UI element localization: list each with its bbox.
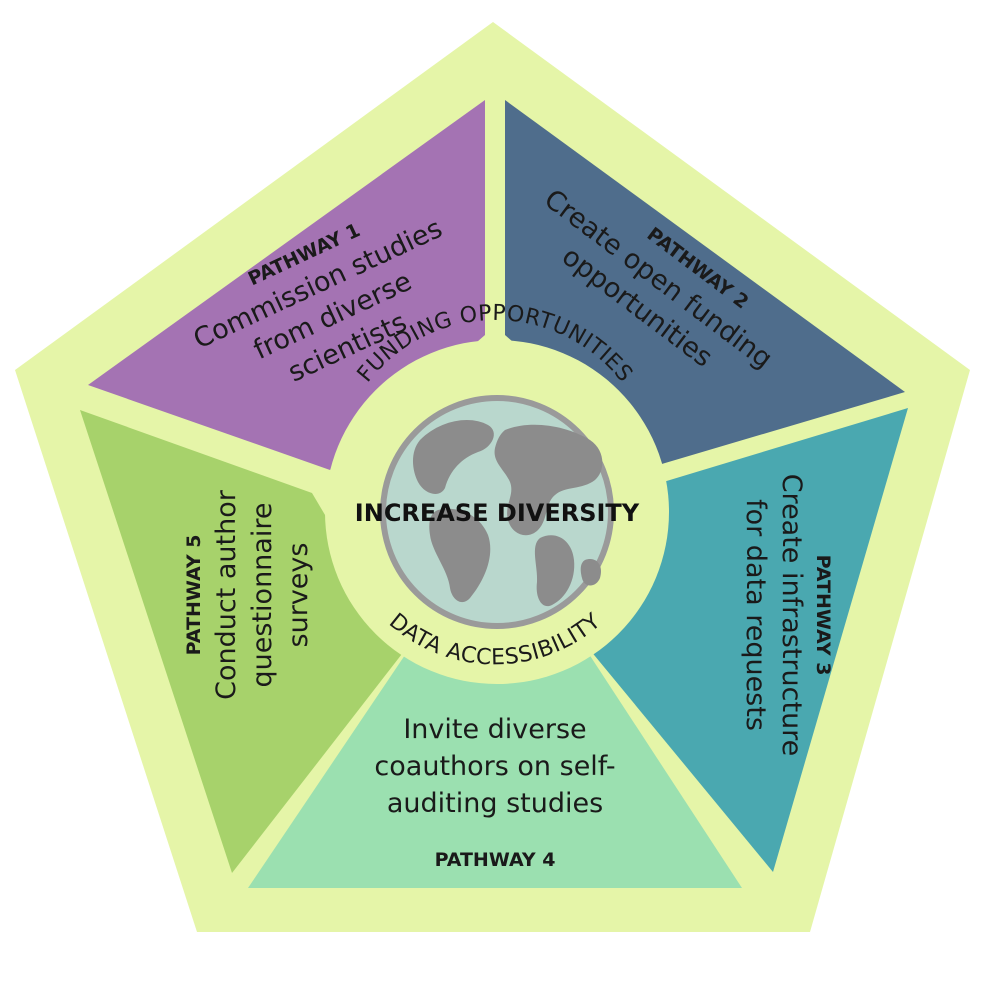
pathway-4-segment bbox=[248, 648, 742, 888]
pathway-4-line-2: coauthors on self- bbox=[374, 751, 615, 782]
pathway-5-segment bbox=[80, 410, 405, 873]
pathway-5-line-3: surveys bbox=[283, 543, 314, 648]
pathway-4-line-1: Invite diverse bbox=[403, 714, 586, 745]
pathway-5-heading: PATHWAY 5 bbox=[183, 535, 205, 656]
pathway-3-segment bbox=[590, 408, 908, 872]
pathway-3-heading: PATHWAY 3 bbox=[812, 555, 834, 676]
globe-icon bbox=[380, 395, 614, 629]
pathway-3-line-1: Create infrastructure bbox=[776, 474, 807, 757]
pathway-5-text: PATHWAY 5 Conduct author questionnaire s… bbox=[183, 489, 314, 700]
pathway-4-text: Invite diverse coauthors on self- auditi… bbox=[374, 714, 615, 871]
pathway-5-line-1: Conduct author bbox=[211, 489, 242, 700]
center-title: INCREASE DIVERSITY bbox=[355, 499, 640, 527]
pathway-4-line-3: auditing studies bbox=[387, 788, 603, 819]
pathway-3-text: PATHWAY 3 Create infrastructure for data… bbox=[740, 474, 834, 757]
pathway-1-segment bbox=[88, 100, 485, 470]
pathway-3-line-2: for data requests bbox=[740, 499, 771, 731]
pathway-5-line-2: questionnaire bbox=[247, 503, 278, 688]
pathway-2-segment bbox=[505, 100, 905, 466]
pathway-4-heading: PATHWAY 4 bbox=[435, 849, 556, 871]
